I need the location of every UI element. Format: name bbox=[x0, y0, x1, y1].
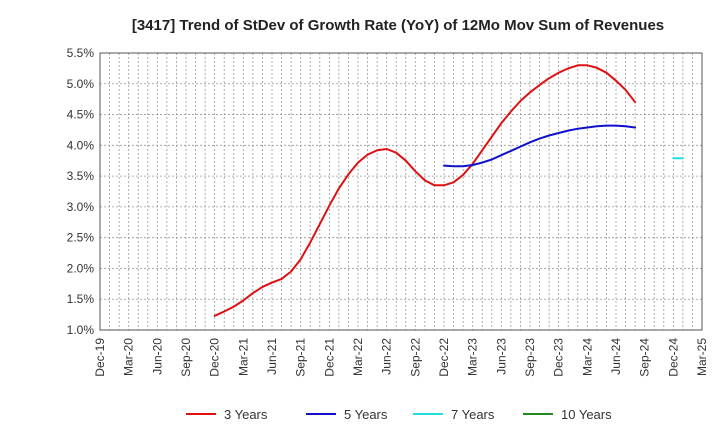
x-tick-label: Mar-24 bbox=[580, 338, 594, 376]
y-tick-label: 3.0% bbox=[67, 200, 95, 214]
y-axis-ticks: 1.0% 1.5% 2.0% 2.5% 3.0% 3.5% 4.0% 4.5% 5.0% 5.5% bbox=[67, 46, 95, 337]
legend-label-7-years: 7 Years bbox=[451, 407, 495, 422]
x-tick-label: Jun-23 bbox=[494, 338, 508, 375]
series-line-5-years bbox=[443, 124, 637, 168]
y-tick-label: 1.0% bbox=[67, 323, 95, 337]
x-tick-label: Sep-24 bbox=[638, 338, 652, 377]
x-tick-label: Jun-20 bbox=[150, 338, 164, 375]
x-tick-label: Jun-22 bbox=[380, 338, 394, 375]
x-tick-label: Mar-23 bbox=[466, 338, 480, 376]
y-tick-label: 5.0% bbox=[67, 77, 95, 91]
x-tick-label: Mar-25 bbox=[695, 338, 709, 376]
x-axis-ticks: Dec-19 Mar-20 Jun-20 Sep-20 Dec-20 Mar-21 Jun-… bbox=[93, 338, 709, 377]
legend-label-5-years: 5 Years bbox=[344, 407, 388, 422]
y-tick-label: 4.0% bbox=[67, 138, 95, 152]
x-tick-label: Dec-21 bbox=[322, 338, 336, 377]
x-tick-label: Sep-23 bbox=[523, 338, 537, 377]
x-tick-label: Mar-21 bbox=[236, 338, 250, 376]
y-tick-label: 4.5% bbox=[67, 108, 95, 122]
x-tick-label: Mar-20 bbox=[122, 338, 136, 376]
legend-label-10-years: 10 Years bbox=[561, 407, 612, 422]
y-tick-label: 1.5% bbox=[67, 292, 95, 306]
x-tick-label: Jun-21 bbox=[265, 338, 279, 375]
series-lines bbox=[213, 64, 684, 317]
x-tick-label: Dec-23 bbox=[552, 338, 566, 377]
chart-title: [3417] Trend of StDev of Growth Rate (Yo… bbox=[132, 17, 664, 34]
plot-area-frame bbox=[99, 52, 703, 331]
x-tick-label: Dec-24 bbox=[666, 338, 680, 377]
legend: 3 Years 5 Years 7 Years 10 Years bbox=[186, 407, 612, 422]
x-tick-label: Sep-20 bbox=[179, 338, 193, 377]
x-tick-label: Mar-22 bbox=[351, 338, 365, 376]
x-tick-label: Dec-19 bbox=[93, 338, 107, 377]
x-tick-label: Jun-24 bbox=[609, 338, 623, 375]
x-tick-label: Dec-20 bbox=[208, 338, 222, 377]
y-tick-label: 3.5% bbox=[67, 169, 95, 183]
legend-label-3-years: 3 Years bbox=[224, 407, 268, 422]
y-tick-label: 2.0% bbox=[67, 261, 95, 275]
y-tick-label: 2.5% bbox=[67, 231, 95, 245]
grid bbox=[99, 52, 703, 331]
x-tick-label: Sep-22 bbox=[408, 338, 422, 377]
y-tick-label: 5.5% bbox=[67, 46, 95, 60]
series-line-3-years bbox=[213, 64, 637, 317]
x-tick-label: Dec-22 bbox=[437, 338, 451, 377]
x-tick-label: Sep-21 bbox=[294, 338, 308, 377]
